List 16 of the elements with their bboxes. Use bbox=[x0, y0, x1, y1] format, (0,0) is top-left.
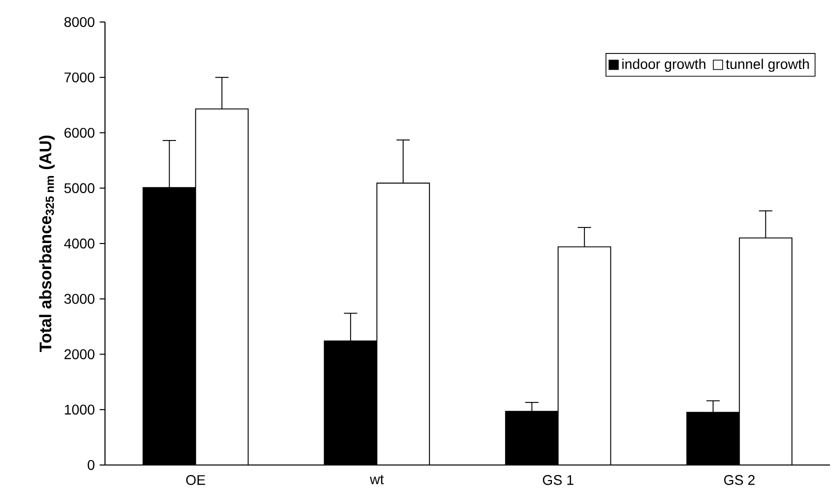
y-tick-label: 2000 bbox=[64, 349, 94, 360]
y-tick-label: 3000 bbox=[64, 294, 94, 304]
y-tick-label: 1000 bbox=[64, 404, 94, 415]
x-tick-label: wt bbox=[370, 475, 384, 484]
y-tick-label: 0 bbox=[88, 460, 94, 470]
x-tick-label: GS 1 bbox=[542, 475, 574, 485]
y-tick-label: 6000 bbox=[64, 128, 94, 138]
legend-label: indoor growth bbox=[622, 58, 706, 72]
y-tick-label: 4000 bbox=[64, 238, 94, 248]
legend-label: tunnel growth bbox=[726, 58, 809, 72]
x-tick-label: OE bbox=[186, 475, 206, 485]
y-tick-label: 8000 bbox=[64, 17, 94, 27]
y-tick-label: 5000 bbox=[64, 183, 94, 194]
x-tick-label: GS 2 bbox=[724, 475, 755, 485]
y-tick-label: 7000 bbox=[64, 72, 94, 82]
y-axis-title: Total absorbance$_{325 nm}$ (AU) bbox=[39, 136, 55, 352]
